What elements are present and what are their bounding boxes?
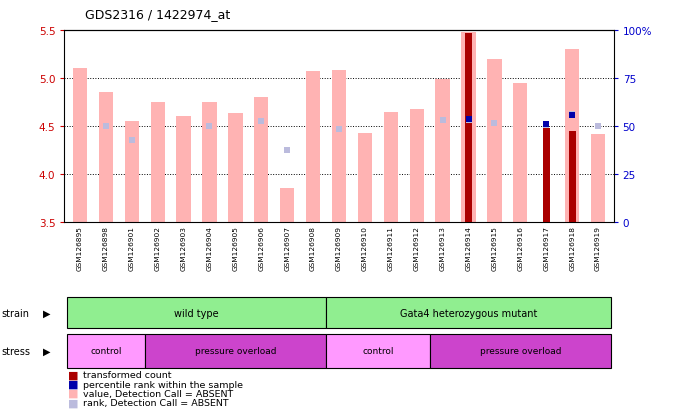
Text: control: control: [362, 347, 394, 356]
Text: rank, Detection Call = ABSENT: rank, Detection Call = ABSENT: [83, 398, 228, 407]
Text: GSM126913: GSM126913: [439, 226, 445, 271]
Text: GSM126898: GSM126898: [103, 226, 109, 271]
Text: control: control: [90, 347, 121, 356]
Text: GSM126902: GSM126902: [155, 226, 161, 271]
Bar: [228, 114, 243, 222]
Bar: [125, 122, 139, 222]
Text: ■: ■: [68, 370, 78, 380]
Text: strain: strain: [1, 308, 29, 318]
Bar: [430, 335, 611, 368]
Text: GSM126909: GSM126909: [336, 226, 342, 271]
Text: ■: ■: [68, 388, 78, 398]
Text: GSM126919: GSM126919: [595, 226, 601, 271]
Bar: [151, 103, 165, 222]
Text: GSM126917: GSM126917: [543, 226, 549, 271]
Bar: [487, 59, 502, 222]
Text: GSM126910: GSM126910: [362, 226, 368, 271]
Text: GSM126907: GSM126907: [284, 226, 290, 271]
Text: pressure overload: pressure overload: [195, 347, 276, 356]
Text: GSM126916: GSM126916: [517, 226, 523, 271]
Text: GSM126903: GSM126903: [180, 226, 186, 271]
Text: GSM126895: GSM126895: [77, 226, 83, 271]
Bar: [99, 93, 113, 222]
Bar: [176, 117, 191, 222]
Text: GDS2316 / 1422974_at: GDS2316 / 1422974_at: [85, 8, 230, 21]
Bar: [465, 34, 472, 222]
Text: wild type: wild type: [174, 308, 219, 318]
Bar: [67, 297, 326, 329]
Bar: [462, 33, 476, 222]
Text: GSM126918: GSM126918: [569, 226, 575, 271]
Bar: [384, 112, 398, 222]
Bar: [254, 98, 268, 222]
Text: ▶: ▶: [43, 346, 51, 356]
Text: Gata4 heterozygous mutant: Gata4 heterozygous mutant: [400, 308, 537, 318]
Text: value, Detection Call = ABSENT: value, Detection Call = ABSENT: [83, 389, 233, 398]
Text: GSM126906: GSM126906: [258, 226, 264, 271]
Bar: [410, 109, 424, 222]
Text: GSM126914: GSM126914: [466, 226, 471, 271]
Text: stress: stress: [1, 346, 31, 356]
Text: GSM126912: GSM126912: [414, 226, 420, 271]
Text: GSM126905: GSM126905: [233, 226, 239, 271]
Bar: [542, 128, 550, 222]
Bar: [513, 83, 527, 222]
Bar: [326, 297, 611, 329]
Bar: [73, 69, 87, 222]
Bar: [358, 133, 372, 222]
Text: GSM126915: GSM126915: [492, 226, 498, 271]
Text: ▶: ▶: [43, 308, 51, 318]
Bar: [144, 335, 326, 368]
Text: ■: ■: [68, 379, 78, 389]
Text: GSM126908: GSM126908: [310, 226, 316, 271]
Text: transformed count: transformed count: [83, 370, 172, 380]
Text: GSM126904: GSM126904: [207, 226, 212, 271]
Bar: [435, 80, 450, 222]
Bar: [326, 335, 430, 368]
Text: percentile rank within the sample: percentile rank within the sample: [83, 380, 243, 389]
Text: ■: ■: [68, 397, 78, 407]
Bar: [332, 71, 346, 222]
Bar: [591, 134, 605, 222]
Bar: [306, 72, 320, 222]
Bar: [569, 131, 576, 222]
Bar: [280, 189, 294, 222]
Text: GSM126901: GSM126901: [129, 226, 135, 271]
Bar: [202, 103, 216, 222]
Bar: [565, 50, 579, 222]
Text: GSM126911: GSM126911: [388, 226, 394, 271]
Bar: [67, 335, 144, 368]
Text: pressure overload: pressure overload: [479, 347, 561, 356]
